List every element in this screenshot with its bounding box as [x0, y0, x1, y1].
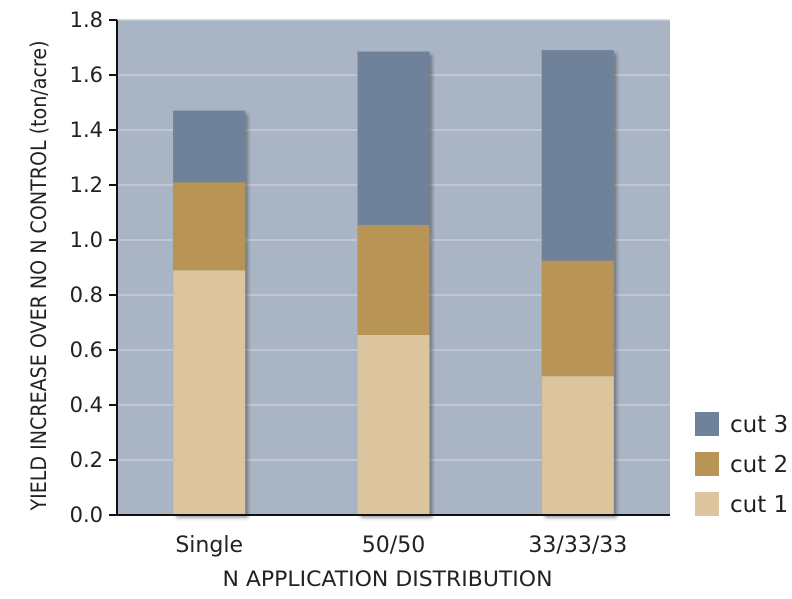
legend-swatch — [695, 492, 719, 516]
y-tick-label: 0.6 — [70, 338, 103, 362]
x-category-labels: Single 50/50 33/33/33 — [175, 533, 627, 558]
y-tick-labels: 0.0 0.2 0.4 0.6 0.8 1.0 1.2 1.4 1.6 1.8 — [70, 8, 103, 527]
y-tick-label: 1.8 — [70, 8, 103, 32]
legend-item-cut-2: cut 2 — [695, 452, 788, 478]
legend-swatch — [695, 452, 719, 476]
y-tick-label: 1.4 — [70, 118, 103, 142]
y-tick-label: 0.0 — [70, 503, 103, 527]
legend-label: cut 3 — [730, 412, 788, 438]
y-tick-label: 1.6 — [70, 63, 103, 87]
y-tick-label: 0.8 — [70, 283, 103, 307]
bar-segment-cut-1 — [173, 270, 246, 515]
bar-stack — [541, 50, 614, 515]
bar-segment-cut-1 — [541, 376, 614, 515]
y-tick-label: 0.2 — [70, 448, 103, 472]
x-category-label: 33/33/33 — [528, 533, 627, 558]
bar-segment-cut-3 — [173, 110, 246, 183]
bar-segment-cut-2 — [173, 182, 246, 271]
legend-item-cut-1: cut 1 — [695, 492, 788, 518]
legend-label: cut 1 — [730, 492, 788, 518]
x-axis-label: N APPLICATION DISTRIBUTION — [223, 567, 553, 591]
x-category-label: Single — [175, 533, 243, 558]
x-category-label: 50/50 — [362, 533, 425, 558]
bar-segment-cut-2 — [357, 224, 430, 335]
y-tick-label: 0.4 — [70, 393, 103, 417]
bar-segment-cut-3 — [357, 51, 430, 225]
bar-segment-cut-3 — [541, 50, 614, 261]
y-tick-label: 1.0 — [70, 228, 103, 252]
legend-swatch — [695, 412, 719, 436]
axes — [109, 19, 670, 516]
legend: cut 3 cut 2 cut 1 — [695, 412, 788, 518]
bar-segment-cut-2 — [541, 260, 614, 377]
y-axis-label: YIELD INCREASE OVER NO N CONTROL (ton/ac… — [27, 40, 51, 511]
bar-segment-cut-1 — [357, 334, 430, 515]
y-tick-label: 1.2 — [70, 173, 103, 197]
bars — [173, 50, 614, 515]
legend-item-cut-3: cut 3 — [695, 412, 788, 438]
legend-label: cut 2 — [730, 452, 788, 478]
bar-stack — [173, 110, 246, 515]
bar-stack — [357, 51, 430, 515]
